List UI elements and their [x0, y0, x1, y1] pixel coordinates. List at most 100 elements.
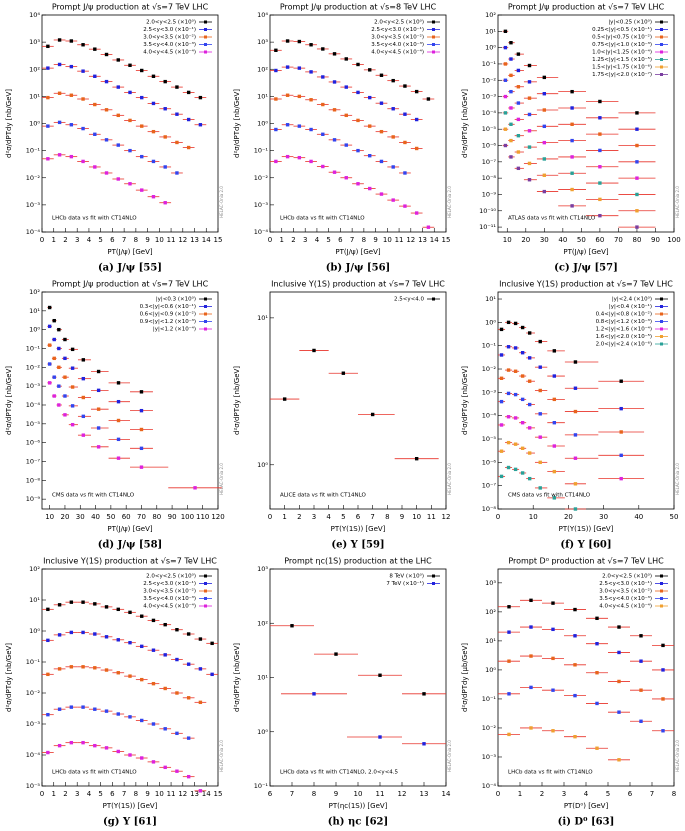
data-point	[312, 348, 316, 353]
y-tick-label: 10⁰	[485, 44, 496, 52]
legend-label: 0.5<|y|<0.75 (×10⁻²)	[592, 34, 652, 41]
y-tick-label: 10¹	[29, 92, 40, 100]
legend-marker	[660, 50, 663, 54]
data-point	[139, 446, 144, 451]
x-tick-label: 50	[106, 513, 115, 521]
data-point	[104, 171, 109, 175]
y-tick-label: 10⁻⁸	[482, 505, 497, 513]
data-point	[661, 668, 665, 672]
y-tick-label: 10⁻⁶	[482, 458, 497, 466]
data-point	[63, 375, 67, 379]
data-point	[414, 456, 419, 461]
legend-label: |y|<0.25 (×10⁰)	[608, 19, 652, 26]
data-point	[139, 427, 144, 432]
x-tick-label: 90	[651, 236, 660, 244]
legend-label: 1.75<|y|<2.0 (×10⁻⁷)	[592, 71, 652, 78]
data-point	[527, 80, 532, 84]
data-point	[151, 159, 156, 164]
legend-label: 3.0<y<3.5 (×10⁻²)	[143, 34, 196, 41]
data-point	[116, 437, 121, 442]
y-tick-label: 10⁻¹	[482, 60, 497, 68]
data-point	[312, 692, 316, 696]
data-point	[47, 324, 52, 329]
legend-marker	[432, 35, 435, 39]
data-point	[635, 209, 639, 213]
x-tick-label: 14	[430, 236, 439, 244]
data-point	[527, 402, 532, 407]
y-tick-label: 10⁻⁷	[26, 457, 41, 465]
y-tick-label: 10³	[29, 38, 40, 46]
data-point	[570, 155, 574, 159]
x-tick-label: 7	[122, 236, 126, 244]
data-point	[128, 610, 132, 615]
y-tick-label: 10⁻¹	[254, 147, 269, 155]
data-point	[309, 159, 313, 164]
data-point	[81, 126, 85, 131]
data-point	[595, 746, 599, 750]
data-point	[309, 43, 313, 47]
data-point	[506, 440, 511, 445]
data-point	[140, 124, 144, 128]
data-point	[529, 685, 533, 690]
legend-label: 3.0<y<3.5 (×10⁻²)	[143, 588, 196, 595]
data-point	[69, 154, 74, 159]
data-point	[128, 640, 132, 645]
chart-title: Inclusive Υ(1S) production at √s=7 TeV L…	[43, 557, 217, 566]
x-tick-label: 5	[341, 513, 345, 521]
legend-marker	[204, 574, 207, 578]
data-point	[542, 140, 547, 145]
data-point	[509, 122, 513, 126]
data-point	[551, 688, 555, 692]
data-point	[151, 129, 156, 134]
y-tick-label: 10⁻⁵	[482, 435, 497, 443]
data-point	[175, 628, 179, 632]
chart-title: Inclusive Υ(1S) production at √s=7 TeV L…	[271, 280, 445, 289]
legend-marker	[660, 73, 663, 76]
data-point	[344, 85, 348, 89]
data-point	[116, 671, 120, 675]
legend-marker	[432, 574, 435, 578]
y-tick-label: 10⁻⁷	[482, 482, 497, 490]
data-point	[163, 686, 167, 691]
legend-label: 0.4<|y|<0.8 (×10⁻²)	[596, 311, 652, 318]
legend-marker	[204, 43, 207, 46]
data-point	[598, 99, 602, 104]
note: LHCb data vs fit with CT14NLO	[52, 770, 137, 776]
data-point	[93, 632, 97, 636]
data-point	[552, 496, 557, 500]
x-tick-label: 120	[211, 513, 224, 521]
legend-label: 2.0<|y|<2.4 (×10⁻⁶)	[596, 341, 652, 348]
data-point	[186, 736, 191, 740]
data-point	[503, 62, 508, 66]
data-point	[128, 182, 132, 186]
x-tick-label: 14	[202, 236, 211, 244]
data-point	[57, 403, 61, 407]
data-point	[551, 729, 555, 733]
data-point	[128, 118, 132, 123]
data-point	[368, 68, 372, 72]
x-tick-label: 60	[122, 513, 131, 521]
data-point	[93, 132, 97, 136]
data-point	[538, 412, 542, 416]
y-tick-label: 10²	[29, 65, 40, 73]
y-tick-label: 10²	[257, 65, 268, 73]
data-point	[274, 97, 278, 101]
data-point	[516, 117, 521, 122]
x-tick-label: 10	[529, 513, 538, 521]
data-point	[81, 69, 85, 73]
data-point	[422, 742, 426, 746]
data-point	[509, 138, 513, 143]
data-point	[507, 732, 511, 737]
data-point	[617, 679, 621, 684]
data-point	[285, 93, 290, 97]
data-point	[163, 201, 167, 205]
data-point	[163, 622, 167, 627]
x-tick-label: 40	[558, 236, 567, 244]
data-point	[426, 97, 431, 101]
data-point	[81, 43, 85, 47]
data-point	[573, 482, 578, 486]
legend-label: 3.0<y<3.5 (×10⁻²)	[599, 588, 652, 595]
data-point	[570, 122, 574, 126]
data-point	[81, 600, 85, 604]
data-point	[520, 421, 525, 425]
